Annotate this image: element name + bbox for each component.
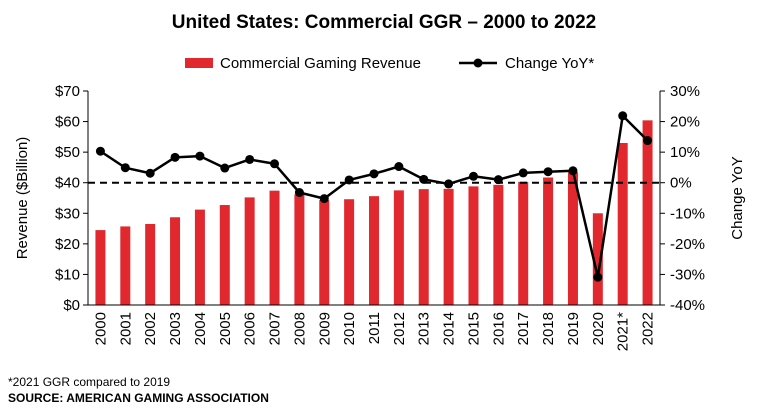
bar-2013 (418, 189, 429, 305)
legend-label-revenue: Commercial Gaming Revenue (220, 55, 421, 72)
point-2017 (518, 168, 528, 178)
bar-2001 (120, 226, 131, 305)
y-tick-label: $70 (55, 83, 80, 100)
x-tick-label: 2006 (242, 312, 259, 345)
x-tick-label: 2003 (167, 312, 184, 345)
point-2003 (170, 152, 180, 162)
x-tick-label: 2014 (441, 312, 458, 345)
point-2018 (543, 167, 553, 177)
bar-2017 (518, 181, 529, 305)
y2-tick-label: -10% (670, 205, 705, 222)
point-2013 (419, 174, 429, 184)
y-tick-label: $30 (55, 205, 80, 222)
bar-2020 (592, 213, 603, 305)
point-2014 (444, 179, 454, 189)
y-tick-label: $20 (55, 236, 80, 253)
source-note: SOURCE: AMERICAN GAMING ASSOCIATION (8, 391, 269, 405)
x-tick-label: 2007 (267, 312, 284, 345)
x-tick-label: 2019 (565, 312, 582, 345)
point-2010 (344, 175, 354, 185)
bar-2008 (294, 194, 305, 305)
point-2005 (220, 163, 230, 173)
x-tick-label: 2012 (391, 312, 408, 345)
x-tick-label: 2005 (217, 312, 234, 345)
bar-2007 (269, 190, 280, 305)
bar-2014 (443, 188, 454, 305)
y2-tick-label: 20% (670, 114, 700, 131)
bar-2004 (194, 209, 205, 305)
legend-swatch-revenue (185, 58, 213, 68)
y2-tick-label: -40% (670, 297, 705, 314)
point-2006 (245, 154, 255, 164)
x-tick-label: 2015 (465, 312, 482, 345)
point-2000 (95, 146, 105, 156)
bar-2015 (468, 186, 479, 305)
point-2022 (643, 136, 653, 146)
point-2012 (394, 162, 404, 172)
bar-2010 (344, 199, 355, 305)
y2-tick-label: 10% (670, 144, 700, 161)
point-2008 (294, 187, 304, 197)
y-tick-label: $0 (63, 297, 80, 314)
point-2016 (493, 175, 503, 185)
point-2009 (319, 194, 329, 204)
y-tick-label: $60 (55, 114, 80, 131)
point-2019 (568, 166, 578, 176)
bar-2006 (244, 197, 255, 305)
x-tick-label: 2021* (615, 312, 632, 351)
y-tick-label: $10 (55, 266, 80, 283)
x-tick-label: 2001 (117, 312, 134, 345)
point-2004 (195, 151, 205, 161)
x-tick-label: 2011 (366, 312, 383, 344)
x-tick-label: 2010 (341, 312, 358, 345)
x-tick-label: 2002 (142, 312, 159, 345)
point-2001 (120, 163, 130, 173)
y2-tick-label: 30% (670, 83, 700, 100)
x-tick-label: 2018 (540, 312, 557, 345)
y-tick-label: $40 (55, 175, 80, 192)
bar-2022 (642, 120, 653, 305)
x-tick-label: 2017 (515, 312, 532, 345)
bar-2003 (170, 217, 181, 305)
bar-2011 (369, 196, 379, 305)
bar-2016 (493, 184, 504, 305)
point-2007 (270, 159, 280, 169)
legend: Commercial Gaming Revenue Change YoY* (185, 55, 594, 72)
y2-tick-label: -20% (670, 236, 705, 253)
bar-2005 (219, 205, 230, 305)
legend-marker-change (473, 58, 483, 68)
point-2020 (593, 272, 603, 282)
point-2021* (618, 111, 628, 121)
bar-2019 (567, 172, 578, 305)
y-axis-label: Revenue ($Billion) (14, 137, 31, 260)
bar-2021* (617, 142, 628, 305)
bar-2000 (95, 230, 106, 305)
x-tick-label: 2022 (640, 312, 657, 345)
x-tick-label: 2013 (416, 312, 433, 345)
footnote: *2021 GGR compared to 2019 (8, 375, 170, 389)
x-tick-label: 2009 (316, 312, 333, 345)
y2-tick-label: -30% (670, 266, 705, 283)
bar-2018 (543, 177, 554, 305)
x-tick-label: 2000 (92, 312, 109, 345)
bar-2012 (393, 190, 404, 305)
chart-title: United States: Commercial GGR – 2000 to … (172, 12, 597, 33)
point-2002 (145, 168, 155, 178)
bar-2002 (145, 223, 156, 305)
bar-2009 (319, 200, 330, 305)
y-tick-label: $50 (55, 144, 80, 161)
y2-tick-label: 0% (670, 175, 692, 192)
y2-axis-label: Change YoY (729, 156, 746, 239)
point-2011 (369, 169, 379, 179)
point-2015 (468, 171, 478, 181)
x-tick-label: 2020 (590, 312, 607, 345)
x-tick-label: 2016 (490, 312, 507, 345)
plot-area: $0 $10 $20 $30 $40 $50 $60 $70 -40% -30% -20% -10% 0… (55, 83, 705, 351)
x-tick-label: 2004 (192, 312, 209, 345)
x-tick-label: 2008 (291, 312, 308, 345)
legend-label-change: Change YoY* (505, 55, 594, 72)
